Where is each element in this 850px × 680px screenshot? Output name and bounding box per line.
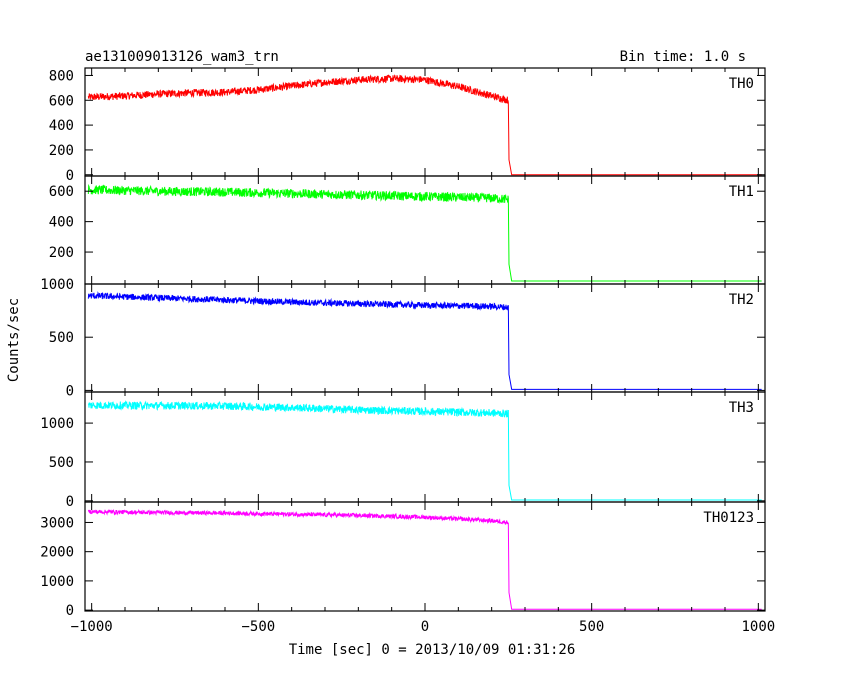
y-tick-label: 1000 [40,277,74,293]
y-tick-label: 0 [66,603,74,619]
panel-th3: 0 500 1000 TH3 [40,391,766,510]
panel-th1: 200 400 600 TH1 [49,175,766,285]
series-line-th0 [87,74,762,176]
y-tick-label: 200 [49,245,74,261]
x-tick-label: −1000 [71,619,113,635]
y-tick-label: 600 [49,93,74,109]
y-tick-label: 1000 [40,574,74,590]
panel-th0: 0 200 400 600 800 TH0 [49,67,766,184]
y-tick-label: 600 [49,184,74,200]
panel-name: TH0123 [703,510,754,526]
bin-time-label: Bin time: 1.0 s [620,49,746,65]
x-axis-label: Time [sec] 0 = 2013/10/09 01:31:26 [289,642,576,658]
x-tick-label: −500 [241,619,275,635]
y-tick-label: 0 [66,494,74,510]
y-tick-label: 3000 [40,515,74,531]
y-tick-label: 1000 [40,416,74,432]
y-tick-label: 400 [49,215,74,231]
y-tick-label: 0 [66,383,74,399]
series-line-th1 [87,183,762,282]
y-tick-label: 800 [49,68,74,84]
y-tick-label: 0 [66,168,74,184]
y-tick-label: 400 [49,118,74,134]
panel-name: TH2 [729,292,754,308]
panel-th2: 0 500 1000 TH2 [40,277,766,399]
panel-th0123: 0 1000 2000 3000 TH0123 [40,501,766,619]
panel-frame [84,67,766,177]
y-axis-label: Counts/sec [6,298,22,382]
y-tick-label: 200 [49,143,74,159]
x-tick-label: 0 [421,619,429,635]
y-tick-label: 2000 [40,545,74,561]
panel-name: TH1 [729,184,754,200]
x-tick-label: 1000 [741,619,775,635]
series-line-th3 [87,400,762,501]
panel-name: TH3 [729,400,754,416]
chart-title: ae131009013126_wam3_trn [85,49,279,65]
series-line-th0123 [87,508,762,610]
panel-name: TH0 [729,76,754,92]
y-tick-label: 500 [49,330,74,346]
series-line-th2 [87,291,762,390]
y-tick-label: 500 [49,455,74,471]
x-tick-label: 500 [579,619,604,635]
